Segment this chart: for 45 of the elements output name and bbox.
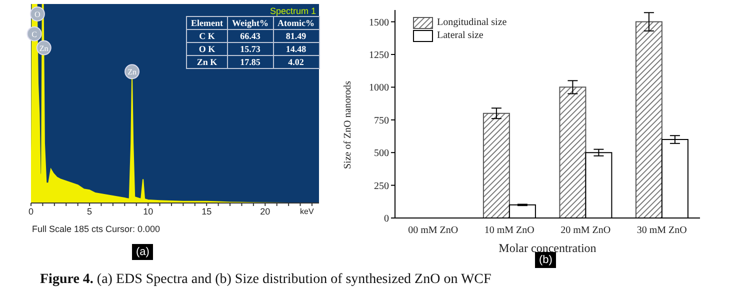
x-tick-label: 00 mM ZnO bbox=[408, 225, 458, 236]
annotation: C bbox=[32, 30, 37, 39]
x-tick-label: 0 bbox=[28, 206, 34, 216]
category-label: O K bbox=[186, 42, 228, 56]
category-label: C K bbox=[186, 30, 228, 42]
bar bbox=[635, 21, 662, 218]
legend-label: Weight% bbox=[228, 16, 274, 30]
data-label: 66.43 bbox=[228, 30, 274, 42]
text: Element bbox=[186, 16, 228, 30]
x-tick-label: 10 mM ZnO bbox=[484, 225, 534, 236]
y-tick-label: 750 bbox=[374, 115, 389, 126]
y-tick-label: 250 bbox=[374, 180, 389, 192]
x-axis-title: keV bbox=[300, 207, 314, 216]
bar bbox=[482, 112, 510, 218]
x-tick-label: 20 bbox=[260, 206, 270, 216]
y-axis-title: Size of ZnO nanorods bbox=[342, 80, 354, 169]
y-tick-label: 1500 bbox=[369, 17, 389, 28]
text: Full Scale 185 cts Cursor: 0.000 bbox=[32, 224, 160, 234]
x-tick-label: 30 mM ZnO bbox=[636, 225, 687, 236]
annotation: O bbox=[34, 10, 41, 19]
y-tick-label: 0 bbox=[384, 214, 389, 225]
x-axis-title: Molar concentration bbox=[498, 241, 596, 255]
y-tick-label: 1000 bbox=[369, 82, 389, 94]
text: (a) bbox=[132, 244, 154, 260]
data-label: 17.85 bbox=[228, 56, 274, 68]
data-label: 14.48 bbox=[273, 42, 320, 56]
x-tick-label: 5 bbox=[87, 206, 92, 216]
y-tick-label: 500 bbox=[374, 148, 389, 160]
data-label: 81.49 bbox=[273, 30, 320, 42]
text: (b) bbox=[535, 252, 556, 268]
chart-title: Spectrum 1 bbox=[270, 6, 316, 16]
text: Atomic% bbox=[273, 16, 320, 30]
x-tick-label: 15 bbox=[202, 206, 212, 216]
y-tick-label: 1250 bbox=[369, 50, 389, 62]
x-tick-label: 10 bbox=[143, 206, 154, 216]
legend-label: Longitudinal size bbox=[436, 16, 507, 29]
annotation: Zn bbox=[39, 44, 48, 53]
data-label: 15.73 bbox=[228, 42, 274, 56]
x-tick-label: 20 mM ZnO bbox=[560, 225, 611, 236]
category-label: Zn K bbox=[186, 56, 228, 68]
annotation: Zn bbox=[128, 68, 136, 77]
data-label: 4.02 bbox=[273, 56, 320, 68]
legend-label: Lateral size bbox=[436, 29, 484, 42]
caption: Figure 4. (a) EDS Spectra and (b) Size distribution of synthesized ZnO on WCF bbox=[40, 272, 492, 288]
bar bbox=[559, 86, 586, 218]
